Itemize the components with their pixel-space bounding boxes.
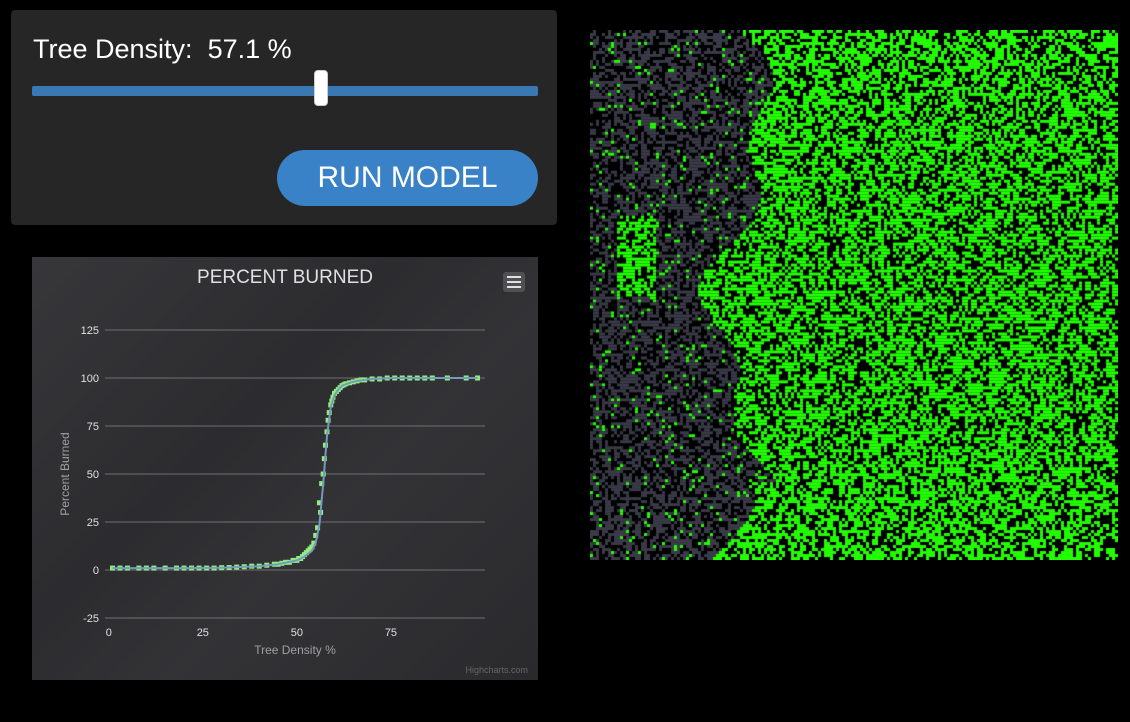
run-model-button[interactable]: RUN MODEL — [277, 150, 538, 206]
chart-menu-button[interactable] — [503, 272, 525, 292]
chart-title: PERCENT BURNED — [197, 267, 373, 288]
tree-density-slider-track[interactable] — [32, 86, 538, 96]
scatter-point — [313, 532, 319, 538]
tree-density-prefix: Tree Density: — [33, 34, 193, 64]
scatter-point — [309, 544, 315, 550]
hamburger-icon-line — [507, 286, 521, 288]
scatter-point — [319, 481, 325, 487]
tree-density-label: Tree Density: 57.1 % — [33, 34, 292, 65]
x-tick-label: 25 — [197, 627, 209, 639]
y-tick-label: 100 — [81, 373, 99, 385]
scatter-point — [315, 525, 321, 531]
chart-plot: 125 100 75 50 25 0 -25 0 25 50 75 Tree Density % Per… — [58, 325, 485, 657]
y-tick-label: 125 — [81, 325, 99, 337]
x-tick-label: 75 — [385, 627, 397, 639]
hamburger-icon-line — [507, 276, 521, 278]
y-tick-label: 50 — [87, 469, 99, 481]
chart-credits[interactable]: Highcharts.com — [465, 665, 528, 675]
control-panel: Tree Density: 57.1 % RUN MODEL — [11, 10, 557, 225]
y-axis-title: Percent Burned — [58, 432, 72, 515]
y-tick-label: 25 — [87, 517, 99, 529]
percent-burned-chart: 125 100 75 50 25 0 -25 0 25 50 75 Tree Density % Per… — [32, 257, 538, 680]
tree-density-value: 57.1 % — [207, 34, 292, 64]
forest-fire-grid[interactable] — [590, 30, 1118, 560]
x-tick-label: 0 — [106, 627, 112, 639]
x-axis-title: Tree Density % — [254, 643, 336, 657]
fit-line — [112, 377, 478, 570]
x-tick-label: 50 — [291, 627, 303, 639]
tree-density-slider-handle[interactable] — [313, 70, 328, 106]
y-tick-label: 0 — [93, 565, 99, 577]
scatter-point — [311, 540, 317, 546]
y-tick-label: 75 — [87, 421, 99, 433]
scatter-point — [316, 500, 322, 506]
hamburger-icon-line — [507, 281, 521, 283]
y-tick-label: -25 — [83, 613, 99, 625]
